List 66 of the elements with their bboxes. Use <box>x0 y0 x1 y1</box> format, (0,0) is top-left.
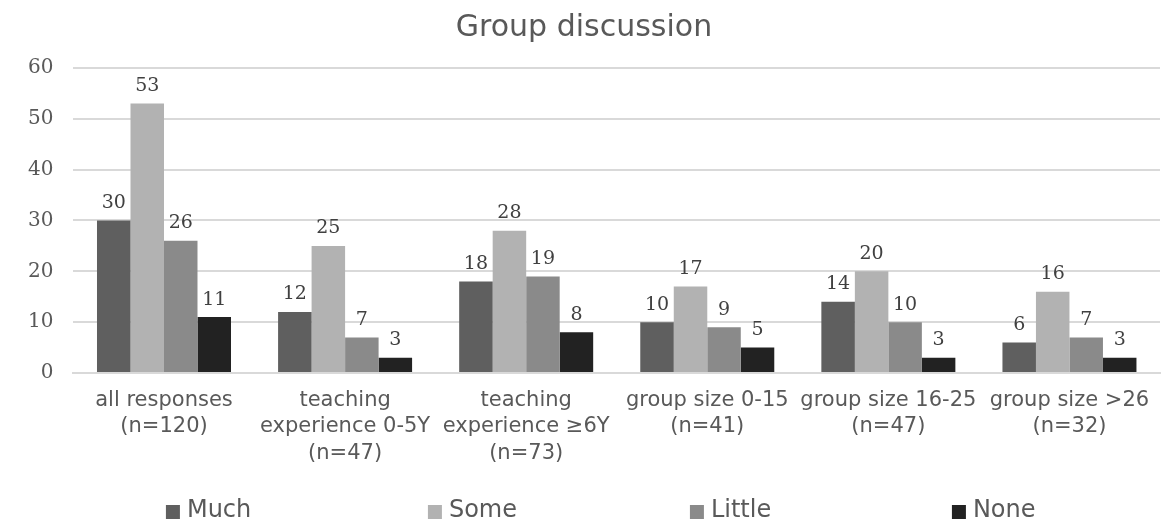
bar <box>492 230 527 372</box>
bar <box>1002 342 1036 372</box>
y-tick-label: 20 <box>28 257 54 282</box>
bar <box>640 322 674 372</box>
data-label: 3 <box>932 327 945 350</box>
bar <box>164 240 198 372</box>
data-label: 20 <box>859 240 884 263</box>
data-label: 11 <box>202 286 227 309</box>
data-label: 6 <box>1013 311 1026 334</box>
data-label: 19 <box>530 245 556 268</box>
data-label: 8 <box>570 301 583 324</box>
data-label: 9 <box>717 296 731 319</box>
data-label: 10 <box>644 291 670 314</box>
bar <box>673 286 708 372</box>
y-tick-label: 60 <box>28 54 54 79</box>
legend-label: Much <box>186 495 252 524</box>
bar <box>821 301 855 372</box>
data-label: 16 <box>1040 261 1065 284</box>
x-tick-label: teaching experience ≥6Y (n=73) <box>442 386 610 465</box>
y-tick-label: 0 <box>40 359 54 384</box>
data-label: 12 <box>282 281 307 304</box>
bar <box>921 357 956 372</box>
x-tick-label: teaching experience 0-5Y (n=47) <box>259 386 431 465</box>
data-label: 18 <box>463 250 489 273</box>
legend-label: Little <box>710 495 772 524</box>
data-label: 7 <box>355 306 368 329</box>
bar <box>345 337 379 372</box>
data-label: 17 <box>678 256 703 279</box>
data-label: 14 <box>826 271 851 294</box>
x-tick-label: group size 16-25 (n=47) <box>800 386 977 438</box>
x-tick-label: group size >26 (n=32) <box>989 386 1150 438</box>
data-label: 25 <box>316 215 341 238</box>
bar <box>854 271 889 372</box>
bar <box>130 103 164 372</box>
bar <box>378 357 413 372</box>
legend-label: Some <box>448 495 517 524</box>
data-label: 7 <box>1080 306 1093 329</box>
y-tick-label: 40 <box>28 155 54 180</box>
bar <box>278 311 312 372</box>
bar <box>1035 291 1070 372</box>
y-tick-label: 50 <box>28 105 54 130</box>
bar <box>740 347 775 372</box>
bar <box>197 317 231 372</box>
bar <box>1069 337 1103 372</box>
bar <box>1102 357 1137 372</box>
data-label: 10 <box>893 291 918 314</box>
chart-title: Group discussion <box>455 7 713 43</box>
data-label: 53 <box>135 73 160 96</box>
bar <box>96 220 131 372</box>
bar <box>526 276 560 372</box>
x-tick-label: all responses (n=120) <box>95 386 233 438</box>
bar <box>888 322 922 372</box>
legend-label: None <box>972 495 1036 524</box>
data-label: 28 <box>497 200 522 223</box>
bar <box>707 327 741 372</box>
data-label: 26 <box>168 210 193 233</box>
bar <box>459 281 493 372</box>
data-label: 3 <box>1113 327 1126 350</box>
data-label: 30 <box>101 189 126 212</box>
data-label: 3 <box>389 327 402 350</box>
bar <box>559 332 594 372</box>
y-tick-label: 10 <box>28 308 54 333</box>
data-label: 5 <box>751 317 764 340</box>
y-tick-label: 30 <box>28 206 54 231</box>
bar <box>311 245 346 372</box>
x-tick-label: group size 0-15 (n=41) <box>625 386 789 438</box>
